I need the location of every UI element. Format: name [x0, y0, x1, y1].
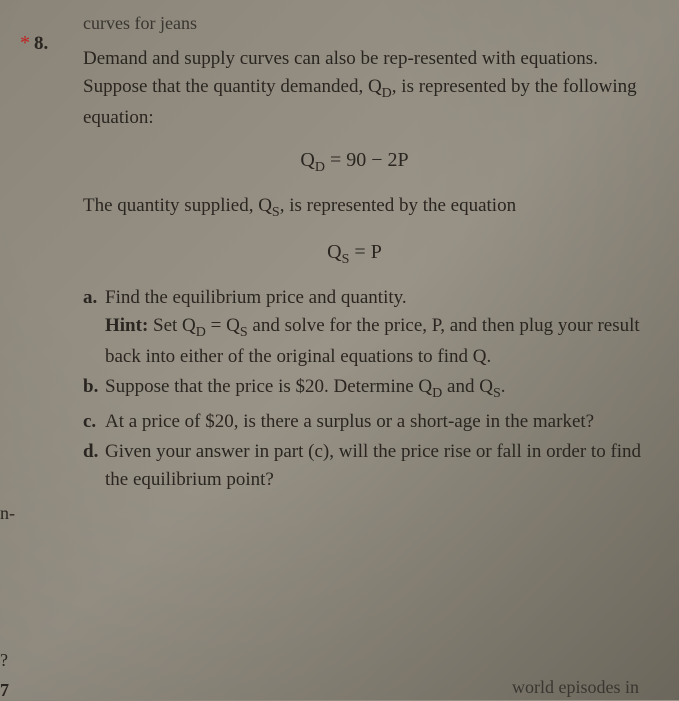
hint-label: Hint:: [105, 315, 148, 336]
subitem-d: d. Given your answer in part (c), will t…: [83, 438, 654, 493]
b-text-1: Suppose that the price is $20. Determine…: [105, 376, 432, 397]
problem-num: 8.: [34, 30, 48, 59]
b-sub2: S: [493, 386, 501, 401]
b-text-3: .: [501, 376, 506, 397]
supply-equation: QS = P: [55, 237, 654, 270]
eq1-rhs: = 90 − 2P: [325, 149, 409, 171]
label-d: d.: [83, 438, 98, 466]
intro-paragraph-1: Demand and supply curves can also be rep…: [83, 45, 654, 131]
intro-text-2-cont: , is represented by the equation: [280, 195, 516, 216]
eq1-sub: D: [315, 160, 325, 175]
bottom-partial-text: world episodes in: [512, 677, 639, 698]
label-b: b.: [83, 373, 98, 401]
b-sub1: D: [432, 386, 442, 401]
subitem-c: c. At a price of $20, is there a surplus…: [83, 408, 654, 436]
a-hint-1: Set Q: [148, 315, 196, 336]
b-text-2: and Q: [442, 376, 493, 397]
a-line1: Find the equilibrium price and quantity.: [105, 287, 407, 308]
label-c: c.: [83, 408, 96, 436]
problem-number: * 8.: [20, 28, 48, 59]
intro-paragraph-2: The quantity supplied, QS, is represente…: [83, 192, 654, 223]
margin-text-7: 7: [0, 680, 9, 701]
d-text: Given your answer in part (c), will the …: [105, 441, 641, 490]
margin-text-n: n-: [0, 503, 15, 524]
subitem-b: b. Suppose that the price is $20. Determ…: [83, 373, 654, 404]
subitem-a: a. Find the equilibrium price and quanti…: [83, 284, 654, 370]
qs-subscript-1: S: [272, 205, 280, 220]
eq2-rhs: = P: [349, 241, 381, 263]
a-hint-sub2: S: [240, 325, 248, 340]
eq1-lhs: Q: [300, 149, 314, 171]
partial-top-text: curves for jeans: [83, 10, 654, 37]
sub-items-list: a. Find the equilibrium price and quanti…: [83, 284, 654, 493]
textbook-page: curves for jeans * 8. Demand and supply …: [0, 0, 679, 506]
intro-text-2: The quantity supplied, Q: [83, 195, 272, 216]
demand-equation: QD = 90 − 2P: [55, 145, 654, 178]
a-hint-sub1: D: [196, 325, 206, 340]
margin-text-q: ?: [0, 650, 8, 671]
a-hint-2: = Q: [206, 315, 240, 336]
eq2-lhs: Q: [327, 241, 341, 263]
c-text: At a price of $20, is there a surplus or…: [105, 411, 594, 432]
qd-subscript-1: D: [382, 85, 392, 100]
asterisk-marker: *: [20, 28, 30, 58]
label-a: a.: [83, 284, 97, 312]
